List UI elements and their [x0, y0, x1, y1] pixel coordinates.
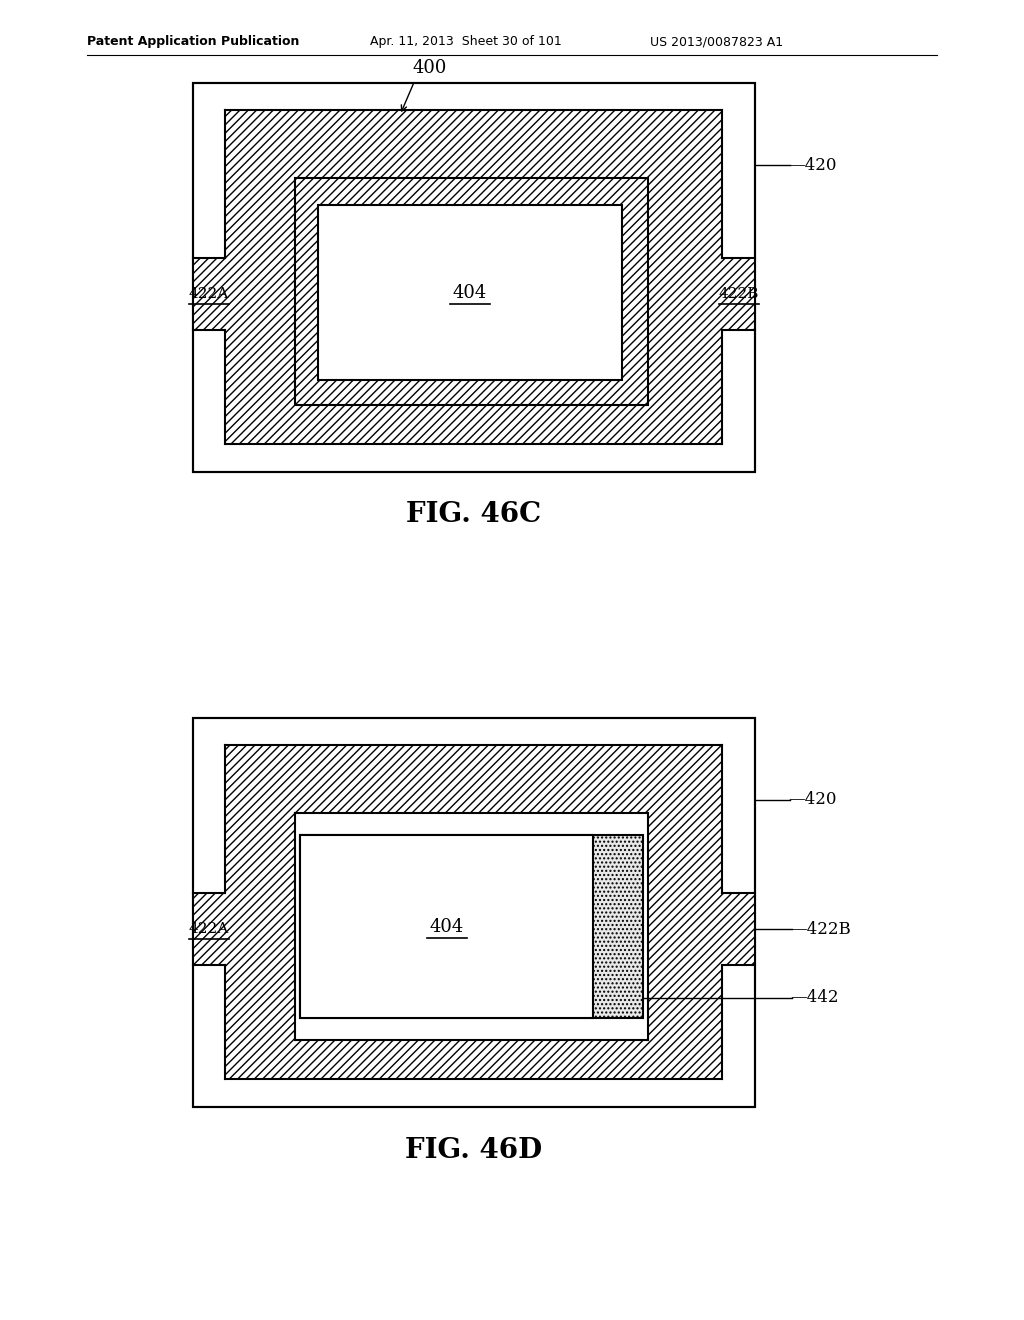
Bar — [318, 205, 622, 380]
Bar — [193, 718, 755, 1107]
Text: Apr. 11, 2013  Sheet 30 of 101: Apr. 11, 2013 Sheet 30 of 101 — [370, 36, 562, 49]
Bar — [225, 405, 722, 444]
Bar — [295, 205, 318, 380]
Text: FIG. 46C: FIG. 46C — [407, 502, 542, 528]
Bar — [225, 813, 295, 1040]
Bar — [193, 257, 225, 330]
Bar — [622, 205, 648, 380]
Text: US 2013/0087823 A1: US 2013/0087823 A1 — [650, 36, 783, 49]
Text: 422B: 422B — [718, 286, 759, 301]
Text: 422A: 422A — [188, 921, 229, 936]
Bar — [300, 836, 643, 1018]
Text: —442: —442 — [790, 990, 839, 1006]
Text: —422B: —422B — [790, 920, 851, 937]
Text: 422A: 422A — [188, 286, 229, 301]
Bar — [193, 83, 755, 473]
Bar — [193, 894, 225, 965]
Bar — [722, 894, 755, 965]
Bar — [722, 257, 755, 330]
Bar — [300, 836, 593, 1018]
Bar — [295, 178, 648, 205]
Bar — [648, 178, 722, 405]
Bar — [225, 744, 722, 813]
Text: —420: —420 — [788, 792, 837, 808]
Text: Patent Application Publication: Patent Application Publication — [87, 36, 299, 49]
Bar — [193, 83, 755, 473]
Bar — [225, 110, 722, 178]
Bar — [225, 178, 295, 405]
Bar — [300, 836, 643, 1018]
Text: 404: 404 — [453, 284, 487, 301]
Bar — [295, 178, 648, 405]
Text: 404: 404 — [429, 917, 464, 936]
Text: FIG. 46D: FIG. 46D — [406, 1137, 543, 1163]
Bar — [193, 718, 755, 1107]
Bar — [295, 380, 648, 405]
Bar — [648, 813, 722, 1040]
Text: 400: 400 — [413, 59, 447, 77]
Bar — [225, 1040, 722, 1078]
Text: —420: —420 — [788, 157, 837, 173]
